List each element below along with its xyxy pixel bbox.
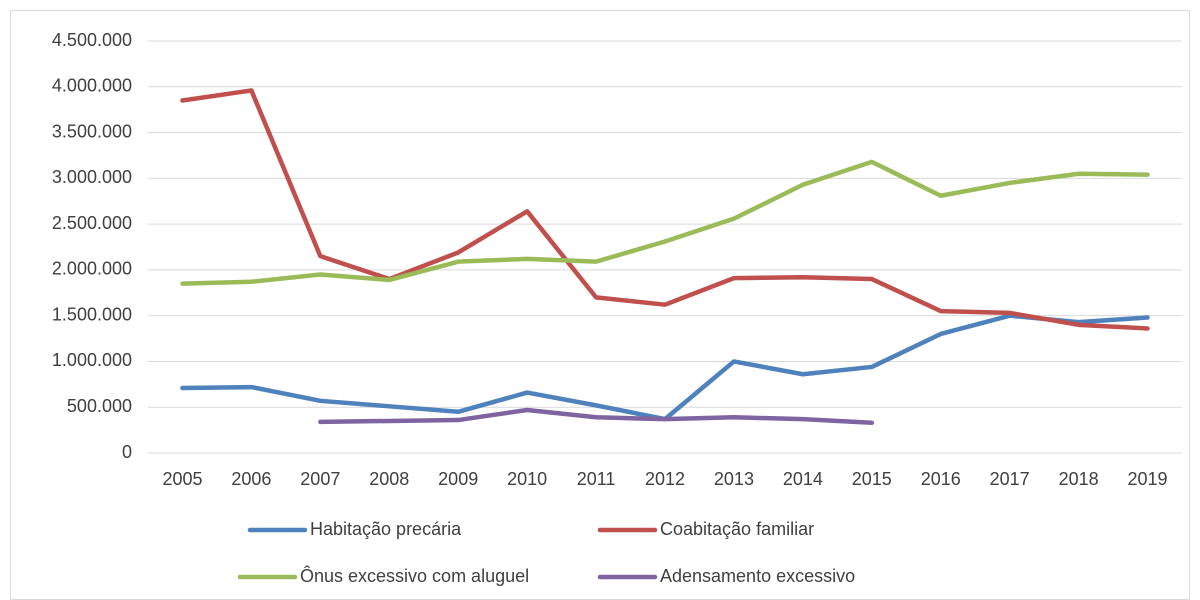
series-line (180, 88, 1150, 331)
legend-label: Habitação precária (310, 519, 462, 539)
y-tick-label: 3.000.000 (52, 167, 132, 187)
y-tick-label: 1.000.000 (52, 350, 132, 370)
x-tick-label: 2008 (369, 469, 409, 489)
series-line (318, 407, 875, 426)
y-tick-label: 0 (122, 442, 132, 462)
y-tick-label: 2.000.000 (52, 259, 132, 279)
y-tick-label: 3.500.000 (52, 121, 132, 141)
y-tick-label: 2.500.000 (52, 213, 132, 233)
series-line (180, 159, 1150, 286)
x-tick-label: 2012 (645, 469, 685, 489)
x-tick-label: 2007 (300, 469, 340, 489)
chart-border (10, 10, 1190, 600)
x-tick-label: 2015 (852, 469, 892, 489)
legend-label: Ônus excessivo com aluguel (300, 565, 529, 586)
x-tick-label: 2010 (507, 469, 547, 489)
x-tick-label: 2019 (1128, 469, 1168, 489)
x-tick-label: 2006 (231, 469, 271, 489)
y-tick-label: 4.500.000 (52, 30, 132, 50)
x-tick-label: 2014 (783, 469, 823, 489)
y-tick-label: 1.500.000 (52, 304, 132, 324)
x-tick-label: 2005 (162, 469, 202, 489)
x-tick-label: 2009 (438, 469, 478, 489)
legend-label: Coabitação familiar (660, 519, 814, 539)
x-tick-label: 2011 (577, 469, 616, 489)
legend-label: Adensamento excessivo (660, 566, 855, 586)
y-tick-label: 4.000.000 (52, 76, 132, 96)
x-tick-label: 2016 (921, 469, 961, 489)
x-tick-label: 2017 (990, 469, 1030, 489)
x-tick-label: 2018 (1059, 469, 1099, 489)
y-tick-label: 500.000 (67, 396, 132, 416)
x-tick-label: 2013 (714, 469, 754, 489)
